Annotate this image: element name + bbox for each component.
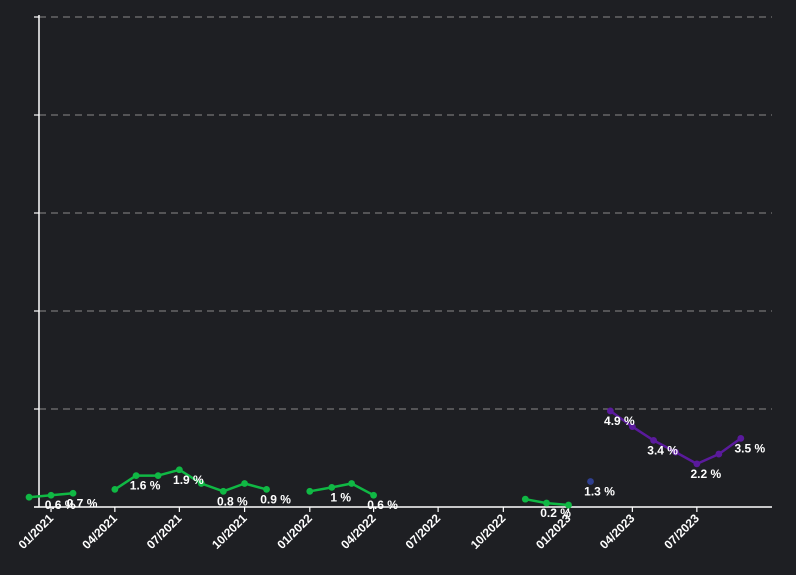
series-line bbox=[114, 468, 267, 493]
data-label: 0.2 % bbox=[540, 506, 571, 520]
x-tick-label: 07/2021 bbox=[144, 511, 185, 552]
series-line bbox=[309, 482, 375, 497]
data-point bbox=[175, 466, 183, 474]
data-point bbox=[693, 460, 701, 468]
data-label: 0.7 % bbox=[67, 496, 98, 510]
data-labels: 0.6 %0.7 %1.6 % 1.9 %0.8 % 0.9 % 1 %0.6 %0.… bbox=[45, 414, 766, 520]
data-point bbox=[543, 499, 550, 507]
x-tick-label: 01/2022 bbox=[274, 511, 315, 552]
data-point bbox=[370, 491, 377, 499]
data-point bbox=[154, 472, 162, 480]
x-tick-label: 10/2022 bbox=[468, 511, 509, 552]
data-label: 0.9 % bbox=[260, 492, 291, 506]
data-point bbox=[672, 448, 679, 456]
data-label: 1.9 % bbox=[173, 473, 204, 487]
x-tick-label: 04/2023 bbox=[597, 511, 638, 552]
data-label: 0.6 % bbox=[367, 498, 398, 512]
x-tick-label: 07/2022 bbox=[403, 511, 444, 552]
x-tick-label: 04/2021 bbox=[79, 511, 120, 552]
data-point bbox=[25, 493, 33, 501]
data-label: 4.9 % bbox=[604, 414, 635, 428]
data-point bbox=[69, 489, 77, 497]
data-label: 3.4 % bbox=[647, 443, 678, 457]
x-tick-label: 10/2021 bbox=[209, 511, 250, 552]
x-tick-label: 04/2022 bbox=[338, 511, 379, 552]
data-point bbox=[715, 450, 723, 458]
data-point bbox=[348, 480, 356, 487]
grid-lines bbox=[39, 16, 772, 410]
data-point bbox=[111, 485, 119, 493]
data-point bbox=[737, 435, 745, 442]
data-label: 1.6 % bbox=[130, 479, 161, 493]
data-label: 1.3 % bbox=[584, 485, 615, 499]
data-point bbox=[219, 487, 227, 495]
series-2 bbox=[587, 478, 594, 485]
data-label: 0.6 % bbox=[45, 498, 76, 512]
data-label: 3.5 % bbox=[734, 441, 765, 455]
series-1 bbox=[25, 466, 572, 509]
data-point bbox=[587, 478, 594, 485]
data-label: 1 % bbox=[330, 490, 351, 504]
series-3 bbox=[606, 407, 745, 468]
data-point bbox=[650, 436, 658, 444]
axes: 01/2021 04/2021 07/2021 10/2021 01/2022 04/20… bbox=[16, 15, 772, 552]
data-point bbox=[606, 407, 614, 415]
data-point bbox=[47, 491, 55, 499]
data-point bbox=[197, 480, 205, 487]
x-tick-label: 07/2023 bbox=[661, 511, 702, 552]
data-point bbox=[565, 501, 572, 509]
data-point bbox=[328, 484, 336, 491]
x-tick-label: 01/2021 bbox=[16, 511, 57, 552]
data-point bbox=[241, 480, 248, 487]
data-label: 2.2 % bbox=[691, 467, 722, 481]
data-point bbox=[306, 487, 314, 495]
data-point bbox=[263, 485, 270, 493]
data-point bbox=[628, 423, 636, 431]
data-point bbox=[521, 495, 529, 503]
data-label: 0.8 % bbox=[217, 494, 248, 508]
series-group bbox=[25, 407, 745, 509]
data-point bbox=[132, 472, 140, 480]
